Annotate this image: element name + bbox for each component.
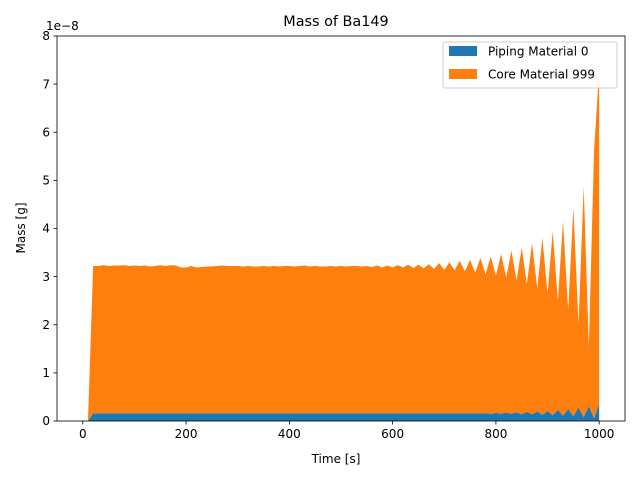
legend-label-core: Core Material 999 — [488, 68, 595, 82]
ticks: 0 200 400 600 800 1000 0 1 2 3 4 5 6 7 8 — [42, 29, 614, 441]
y-tick-label: 6 — [42, 125, 50, 139]
legend-frame — [442, 41, 618, 89]
legend: Piping Material 0 Core Material 999 — [442, 41, 618, 89]
y-offset-label: 1e−8 — [46, 19, 79, 33]
y-tick-label: 3 — [42, 270, 50, 284]
y-tick-label: 7 — [42, 77, 50, 91]
x-tick-label: 600 — [381, 427, 404, 441]
legend-swatch-core — [449, 69, 477, 79]
y-tick-label: 5 — [42, 174, 50, 188]
x-tick-label: 800 — [484, 427, 507, 441]
area-series-2 — [82, 69, 600, 422]
y-tick-label: 8 — [42, 29, 50, 43]
plot-areas — [82, 69, 600, 422]
x-axis-label: Time [s] — [311, 452, 361, 466]
y-tick-label: 2 — [42, 318, 50, 332]
area-series-1 — [82, 403, 600, 421]
x-tick-label: 0 — [79, 427, 87, 441]
x-tick-label: 1000 — [584, 427, 615, 441]
x-tick-label: 400 — [278, 427, 301, 441]
y-tick-label: 1 — [42, 366, 50, 380]
y-axis-label: Mass [g] — [14, 202, 28, 253]
legend-label-piping: Piping Material 0 — [488, 45, 589, 59]
y-tick-label: 4 — [42, 222, 50, 236]
chart-title: Mass of Ba149 — [283, 14, 388, 30]
y-tick-label: 0 — [42, 414, 50, 428]
legend-swatch-piping — [449, 46, 477, 56]
x-tick-label: 200 — [175, 427, 198, 441]
